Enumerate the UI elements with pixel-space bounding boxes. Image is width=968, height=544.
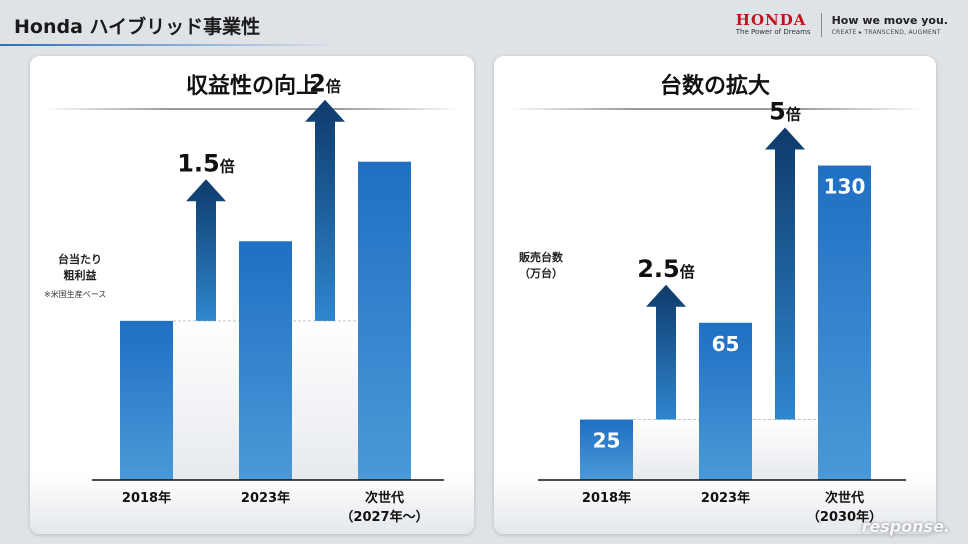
honda-tagline: The Power of Dreams xyxy=(735,28,811,36)
bar-value-label-1: 65 xyxy=(712,332,740,356)
growth-number-0: 1.5 xyxy=(177,149,220,177)
profitability-panel: 収益性の向上 台当たり 粗利益 ※米国生産ベース 2018年 2023年 次世代 （2… xyxy=(30,56,474,534)
panel-fade xyxy=(494,474,936,534)
bar-2 xyxy=(358,161,411,480)
growth-unit-0: 倍 xyxy=(220,157,235,175)
profit-ylabel-line1: 台当たり xyxy=(58,253,102,266)
watermark: response. xyxy=(861,517,950,536)
growth-label-0: 2.5倍 xyxy=(637,255,695,283)
bar-1 xyxy=(699,322,752,480)
growth-unit-1: 倍 xyxy=(786,106,801,124)
category-label-0-0: 2018年 xyxy=(122,490,171,506)
profitability-title: 収益性の向上 xyxy=(185,74,318,99)
bar-value-label-0: 25 xyxy=(593,429,621,453)
bar-value-label-2: 130 xyxy=(824,175,866,199)
category-label-2-1: （2027年～） xyxy=(340,509,428,525)
panel-title-rule xyxy=(506,108,924,110)
category-label-1-0: 2023年 xyxy=(701,490,750,506)
honda-logo-block: HONDA The Power of Dreams xyxy=(736,13,822,37)
title-underline xyxy=(0,44,340,46)
growth-number-1: 5 xyxy=(769,98,786,126)
panel-title-rule xyxy=(42,108,462,110)
category-label-2-0: 次世代 xyxy=(825,490,864,506)
growth-number-1: 2 xyxy=(309,70,326,98)
slogan-sub: CREATE ▸ TRANSCEND, AUGMENT xyxy=(831,28,941,36)
profit-ylabel: 台当たり 粗利益 xyxy=(48,252,112,284)
category-label-1-0: 2023年 xyxy=(241,490,290,506)
slide-title: Honda ハイブリッド事業性 xyxy=(14,16,261,38)
category-label-2-0: 次世代 xyxy=(365,490,404,506)
volume-ylabel-line1: 販売台数 xyxy=(519,251,563,264)
volume-ylabel: 販売台数 （万台） xyxy=(506,250,576,282)
category-label-2-1: （2030年） xyxy=(807,509,882,525)
growth-arrow-0 xyxy=(186,179,226,321)
panel-fade xyxy=(30,474,474,534)
growth-unit-1: 倍 xyxy=(326,78,341,96)
profit-note: ※米国生産ベース xyxy=(44,290,107,299)
bar-2 xyxy=(818,165,871,481)
volume-panel: 台数の拡大 販売台数 （万台） 25 65 130 2018年 2023年 次世代 （203… xyxy=(494,56,936,534)
volume-title: 台数の拡大 xyxy=(659,74,770,99)
honda-logo: HONDA xyxy=(735,11,807,29)
bar-0 xyxy=(120,320,173,480)
growth-unit-0: 倍 xyxy=(680,263,695,281)
growth-label-0: 1.5倍 xyxy=(177,149,235,177)
growth-arrow-1 xyxy=(765,127,805,420)
bar-1 xyxy=(239,241,292,480)
brand-block: HONDA The Power of Dreams How we move yo… xyxy=(736,12,948,38)
volume-ylabel-line2: （万台） xyxy=(519,267,563,280)
growth-arrow-0 xyxy=(646,284,686,420)
growth-label-1: 5倍 xyxy=(769,98,801,126)
slogan: How we move you. xyxy=(831,13,948,27)
category-label-0-0: 2018年 xyxy=(582,490,631,506)
growth-label-1: 2倍 xyxy=(309,70,341,98)
growth-number-0: 2.5 xyxy=(637,255,680,283)
profit-ylabel-line2: 粗利益 xyxy=(63,269,97,282)
growth-arrow-1 xyxy=(305,99,345,321)
slogan-block: How we move you. CREATE ▸ TRANSCEND, AUG… xyxy=(822,14,948,37)
bar-0 xyxy=(580,419,633,480)
